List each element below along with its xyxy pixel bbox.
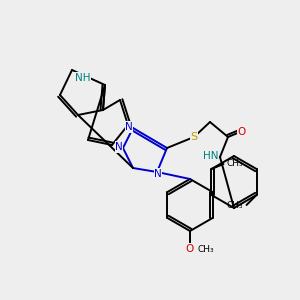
Text: O: O xyxy=(238,127,246,137)
Text: O: O xyxy=(186,244,194,254)
Text: HN: HN xyxy=(202,151,218,161)
Text: CH₃: CH₃ xyxy=(226,160,243,169)
Text: CH₃: CH₃ xyxy=(198,244,214,253)
Text: N: N xyxy=(154,169,162,179)
Text: CH₃: CH₃ xyxy=(227,200,244,209)
Text: NH: NH xyxy=(75,73,91,83)
Text: S: S xyxy=(190,132,198,142)
Text: N: N xyxy=(115,142,123,152)
Text: N: N xyxy=(125,122,133,132)
